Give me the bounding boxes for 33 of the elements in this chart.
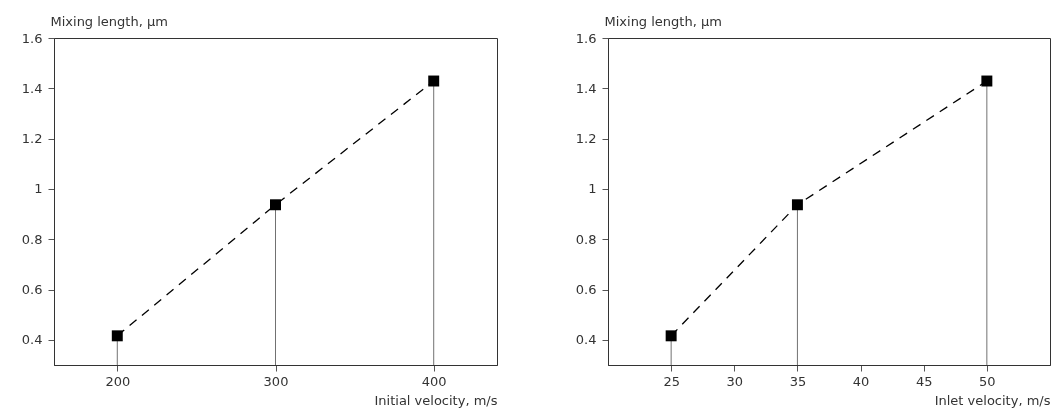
y-tick-label: 1 — [588, 181, 597, 197]
y-tick-label: 0.8 — [21, 231, 43, 247]
y-tick-label: 0.4 — [21, 332, 43, 348]
point — [665, 330, 677, 342]
y-tick-label: 1.4 — [575, 80, 597, 96]
y-tick-label: 0.6 — [575, 282, 597, 298]
x-tick-label: 30 — [726, 373, 744, 389]
x-tick-label: 40 — [852, 373, 870, 389]
x-axis-title: Inlet velocity, m/s — [934, 392, 1051, 408]
y-tick-label: 1.2 — [575, 131, 597, 147]
x-tick-label: 25 — [663, 373, 680, 389]
x-tick-label: 50 — [979, 373, 996, 389]
y-tick-label: 0.6 — [21, 282, 43, 298]
y-tick-label: 1.6 — [575, 30, 597, 46]
y-tick-label: 0.4 — [575, 332, 597, 348]
y-tick-label: 0.8 — [575, 231, 597, 247]
x-tick-label: 400 — [421, 373, 447, 389]
y-tick-label: 1 — [34, 181, 43, 197]
x-tick-label: 200 — [105, 373, 131, 389]
x-tick-label: 300 — [263, 373, 289, 389]
x-tick-label: 45 — [915, 373, 933, 389]
x-tick-label: 35 — [789, 373, 807, 389]
y-axis-title: Mixing length, µm — [604, 13, 722, 29]
point — [791, 199, 803, 211]
y-tick-label: 1.6 — [21, 30, 43, 46]
y-axis-title: Mixing length, µm — [50, 13, 168, 29]
point — [111, 330, 123, 342]
x-axis-title: Initial velocity, m/s — [374, 392, 498, 408]
y-tick-label: 1.4 — [21, 80, 43, 96]
point — [428, 75, 440, 87]
y-tick-label: 1.2 — [21, 131, 43, 147]
point — [270, 199, 281, 211]
point — [981, 75, 993, 87]
